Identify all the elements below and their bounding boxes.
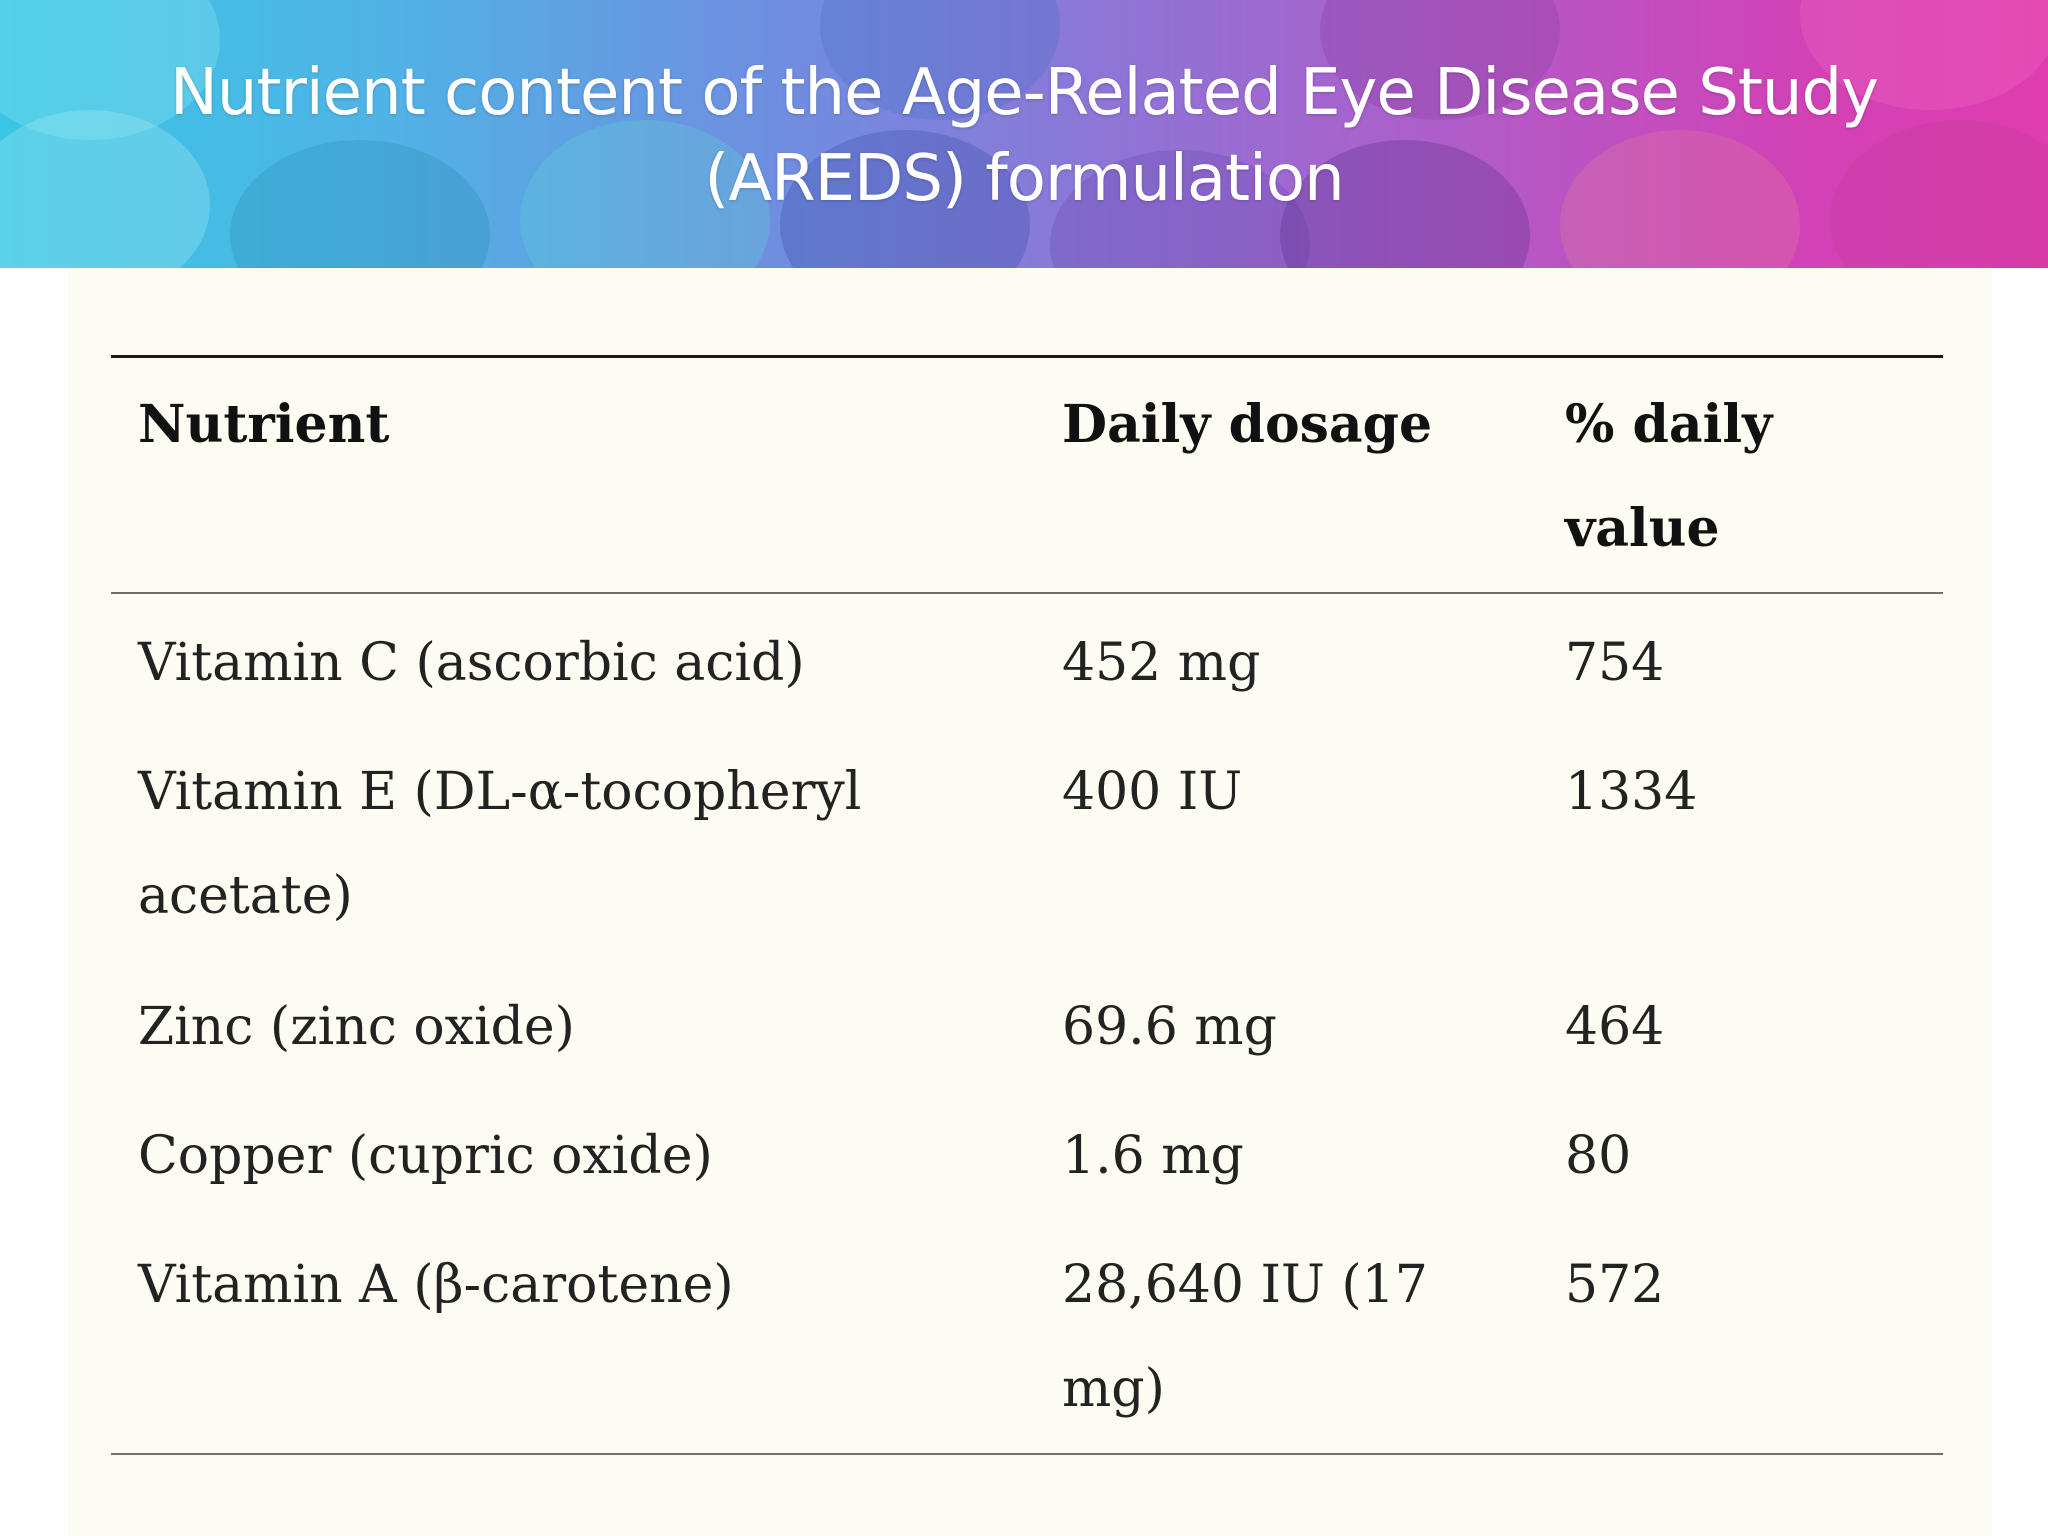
banner-bowl-decoration [520, 120, 770, 268]
table-cell-nutrient: Zinc (zinc oxide) [138, 997, 575, 1057]
table-header-rule [111, 592, 1943, 594]
table-bottom-rule [111, 1453, 1943, 1455]
table-cell-nutrient: Vitamin C (ascorbic acid) [138, 633, 805, 693]
table-cell-percent-daily-value: 80 [1565, 1126, 1632, 1186]
table-cell-daily-dosage: 69.6 mg [1062, 997, 1277, 1057]
table-cell-nutrient: Copper (cupric oxide) [138, 1126, 713, 1186]
slide-title: Nutrient content of the Age-Related Eye … [0, 50, 2048, 222]
table-cell-percent-daily-value: 464 [1565, 997, 1665, 1057]
table-cell-nutrient: Vitamin A (β-carotene) [138, 1255, 734, 1315]
slide-title-line-1: Nutrient content of the Age-Related Eye … [170, 56, 1879, 130]
table-top-rule [111, 355, 1943, 358]
column-header-daily-dosage: Daily dosage [1062, 394, 1433, 455]
table-cell-percent-daily-value: 754 [1565, 633, 1665, 693]
table-cell-daily-dosage: 452 mg [1062, 633, 1261, 693]
table-cell-daily-dosage: 28,640 IU (17 mg) [1062, 1255, 1428, 1419]
title-banner: Nutrient content of the Age-Related Eye … [0, 0, 2048, 268]
table-panel [68, 268, 1992, 1536]
table-cell-percent-daily-value: 572 [1565, 1255, 1665, 1315]
table-cell-percent-daily-value: 1334 [1565, 762, 1698, 822]
table-cell-daily-dosage: 1.6 mg [1062, 1126, 1244, 1186]
column-header-nutrient: Nutrient [138, 394, 390, 455]
table-cell-daily-dosage: 400 IU [1062, 762, 1243, 822]
table-cell-nutrient: Vitamin E (DL-α-tocopheryl acetate) [138, 762, 862, 926]
slide-title-line-2: (AREDS) formulation [704, 142, 1344, 216]
column-header-percent-daily-value: % daily value [1565, 394, 1773, 559]
